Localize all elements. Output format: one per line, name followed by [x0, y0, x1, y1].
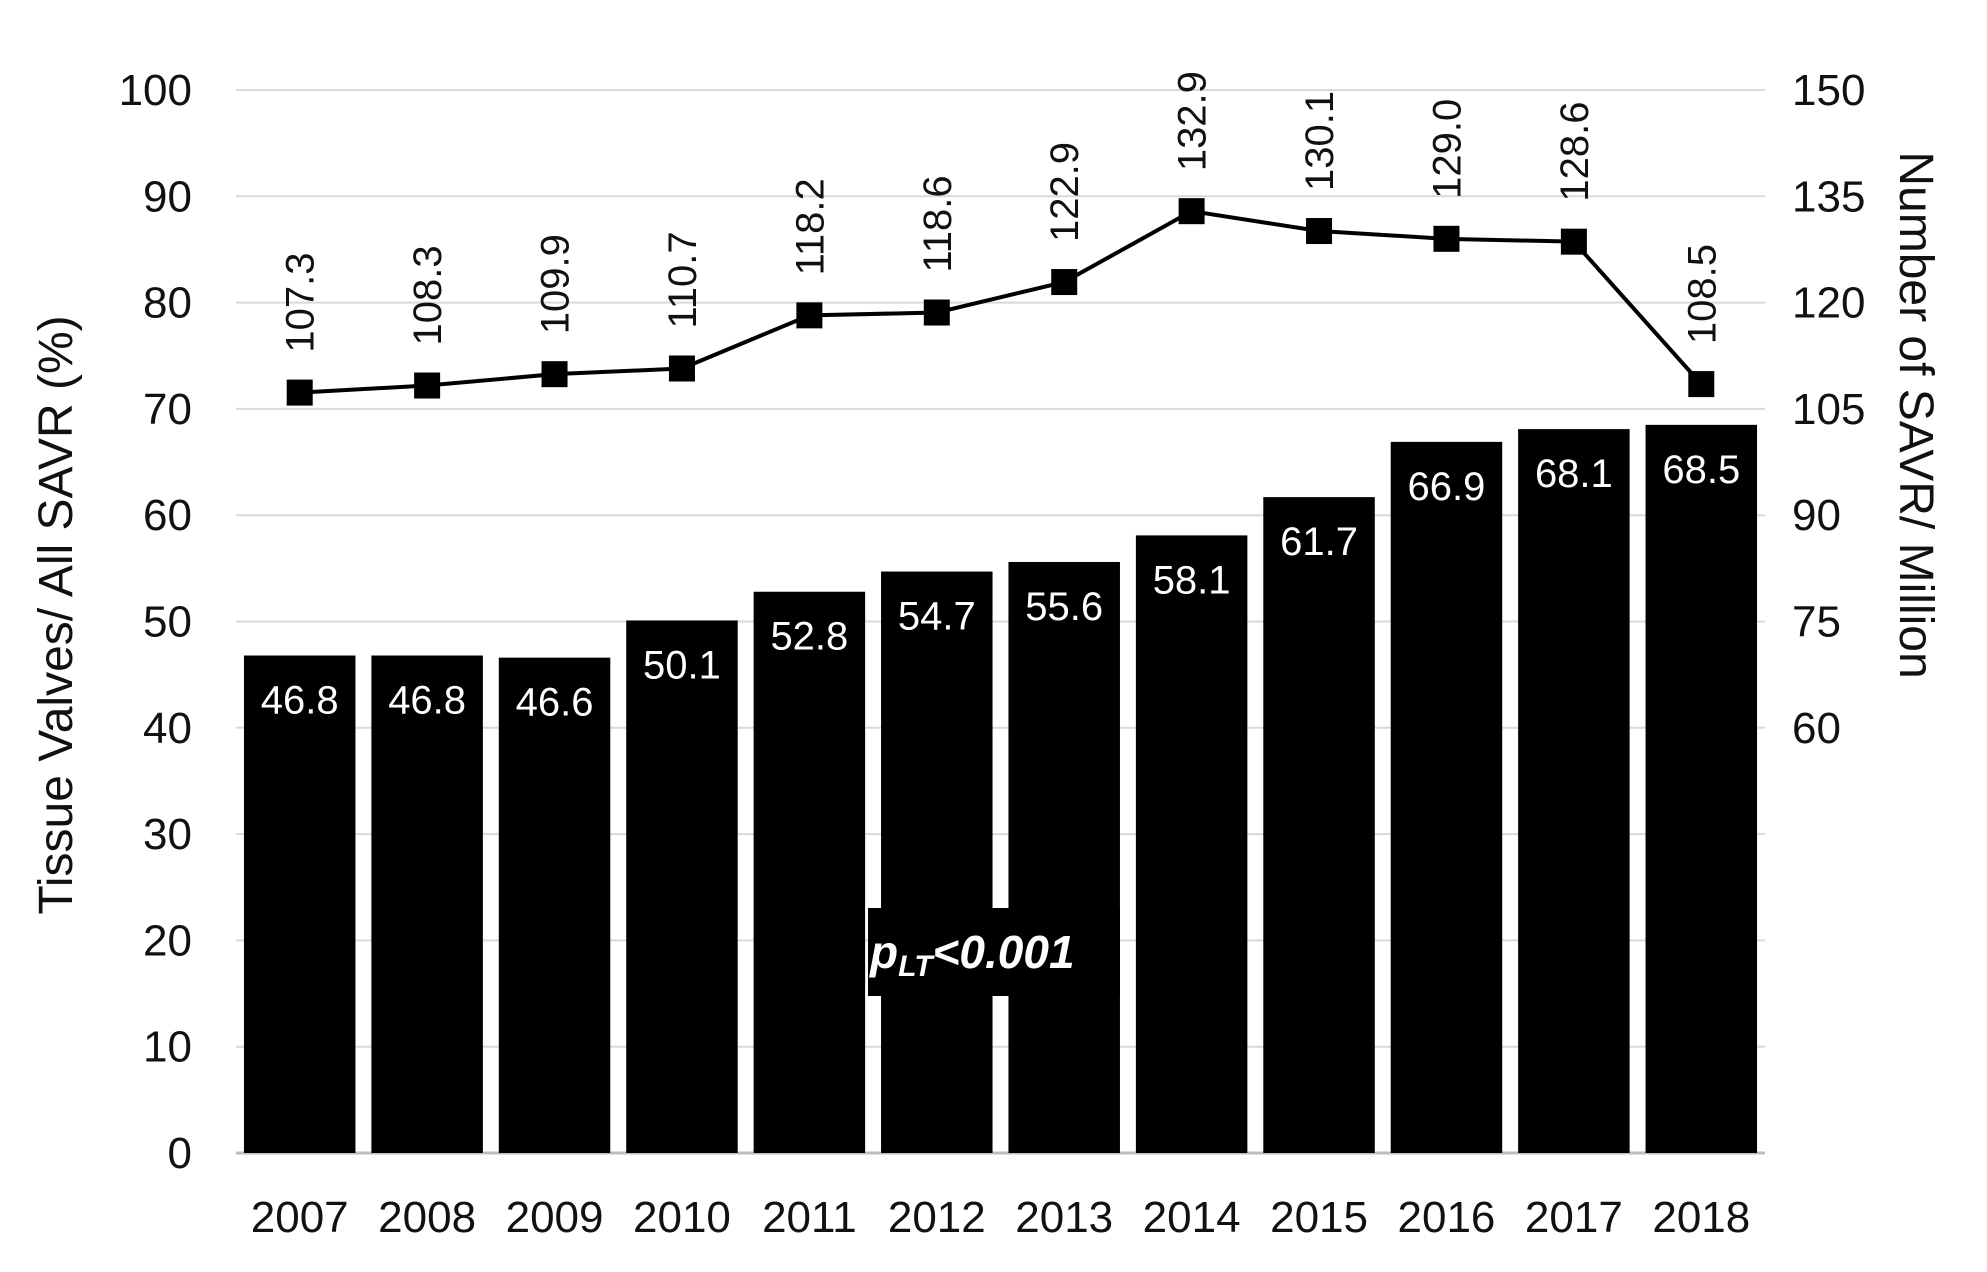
bar-value-label: 55.6	[1025, 585, 1103, 629]
line-marker	[541, 361, 568, 388]
right-axis-tick-label: 75	[1792, 598, 1841, 647]
line-value-label: 118.2	[788, 178, 832, 275]
line-value-label: 128.6	[1553, 102, 1597, 202]
left-axis-title: Tissue Valves/ All SAVR (%)	[30, 315, 83, 914]
right-axis-tick-label: 150	[1792, 66, 1865, 115]
bar	[371, 655, 483, 1153]
bar-value-label: 66.9	[1408, 465, 1486, 509]
line-marker	[286, 379, 313, 406]
line-value-label: 122.9	[1043, 142, 1087, 242]
left-axis-tick-label: 70	[143, 385, 192, 434]
line-value-label: 109.9	[534, 234, 578, 334]
left-axis-tick-label: 50	[143, 598, 192, 647]
line-series	[286, 198, 1715, 406]
x-axis-tick-label: 2011	[762, 1193, 857, 1242]
left-axis-tick-label: 60	[143, 491, 192, 540]
left-axis-tick-label: 100	[119, 66, 192, 115]
line-value-label: 129.0	[1425, 99, 1469, 199]
p-value-annotation: pLT<0.001	[868, 908, 1120, 996]
bar	[243, 655, 356, 1153]
x-axis-tick-label: 2008	[378, 1193, 476, 1242]
line-marker	[1178, 198, 1205, 225]
line-value-label: 107.3	[279, 252, 323, 352]
x-axis-tick-label: 2017	[1525, 1193, 1623, 1242]
bar-value-label: 54.7	[898, 595, 976, 639]
x-axis-tick-label: 2009	[506, 1193, 604, 1242]
line-value-label: 108.5	[1680, 244, 1724, 344]
bar	[1518, 429, 1630, 1153]
bar-value-label: 46.6	[516, 681, 594, 725]
bar	[626, 620, 738, 1153]
line-marker	[414, 372, 441, 399]
left-axis-tick-label: 10	[143, 1023, 192, 1072]
right-axis-tick-label: 60	[1792, 704, 1841, 753]
line-value-label: 130.1	[1298, 91, 1342, 191]
x-axis-tick-label: 2016	[1398, 1193, 1496, 1242]
bar-value-label: 61.7	[1280, 520, 1358, 564]
line-marker	[923, 299, 950, 326]
x-axis-ticks: 2007 2008 2009 2010 2011 2012 2013 2014 2015 2016…	[251, 1193, 1750, 1242]
line-marker	[1560, 228, 1587, 255]
x-axis-tick-label: 2018	[1652, 1193, 1750, 1242]
line-marker	[668, 355, 695, 382]
left-axis-ticks: 0 10 20 30 40 50 60 70 80 90 100	[119, 66, 192, 1178]
bar	[1645, 424, 1758, 1154]
bar-value-label: 46.8	[261, 679, 339, 723]
annotation-subscript: LT	[898, 950, 935, 983]
right-axis-title: Number of SAVR/ Million	[1889, 151, 1942, 678]
bar-value-label: 68.1	[1535, 452, 1613, 496]
annotation-text: pLT<0.001	[868, 926, 1075, 983]
left-axis-tick-label: 0	[168, 1129, 192, 1178]
left-axis-tick-label: 20	[143, 916, 192, 965]
bar-value-labels: 46.8 46.8 46.6 50.1 52.8 54.7 55.6 58.1 61.7 66.9…	[261, 448, 1740, 725]
x-axis-tick-label: 2012	[888, 1193, 986, 1242]
bar	[1008, 561, 1120, 1153]
right-axis-tick-label: 135	[1792, 172, 1865, 221]
line-marker	[1433, 225, 1460, 252]
bar	[498, 657, 611, 1153]
left-axis-tick-label: 90	[143, 172, 192, 221]
line-marker	[796, 302, 823, 329]
x-axis-tick-label: 2015	[1270, 1193, 1368, 1242]
right-axis-tick-label: 120	[1792, 279, 1865, 328]
line-marker	[1306, 218, 1333, 245]
line-path	[299, 209, 1703, 395]
left-axis-tick-label: 80	[143, 279, 192, 328]
line-marker	[1051, 269, 1078, 296]
bar	[1263, 497, 1375, 1153]
x-axis-tick-label: 2007	[251, 1193, 349, 1242]
x-axis-tick-label: 2010	[633, 1193, 731, 1242]
bar-value-label: 52.8	[770, 615, 848, 659]
left-axis-tick-label: 40	[143, 704, 192, 753]
x-axis-tick-label: 2013	[1015, 1193, 1113, 1242]
right-axis-tick-label: 105	[1792, 385, 1865, 434]
bar	[1135, 535, 1248, 1153]
bar-value-label: 58.1	[1153, 558, 1231, 602]
bar-series	[243, 424, 1758, 1154]
bar	[1390, 441, 1503, 1153]
bar	[881, 571, 993, 1153]
x-axis-tick-label: 2014	[1143, 1193, 1241, 1242]
right-axis-ticks: 60 75 90 105 120 135 150	[1792, 66, 1865, 753]
bar-value-label: 46.8	[388, 679, 466, 723]
left-axis-tick-label: 30	[143, 810, 192, 859]
gridlines	[236, 89, 1765, 1155]
line-value-label: 132.9	[1171, 71, 1215, 171]
line-value-label: 118.6	[916, 175, 960, 272]
annotation-box	[868, 908, 1120, 996]
right-axis-tick-label: 90	[1792, 491, 1841, 540]
bar-value-label: 50.1	[643, 643, 721, 687]
line-value-label: 108.3	[406, 245, 450, 345]
annotation-main: p	[868, 926, 898, 978]
line-value-label: 110.7	[661, 231, 705, 328]
line-marker	[1688, 371, 1715, 398]
bar-value-label: 68.5	[1662, 448, 1740, 492]
bar	[753, 591, 866, 1153]
annotation-rest: <0.001	[933, 926, 1075, 978]
line-value-labels: 107.3 108.3 109.9 110.7 118.2 118.6 122.9 132.9…	[279, 71, 1725, 353]
